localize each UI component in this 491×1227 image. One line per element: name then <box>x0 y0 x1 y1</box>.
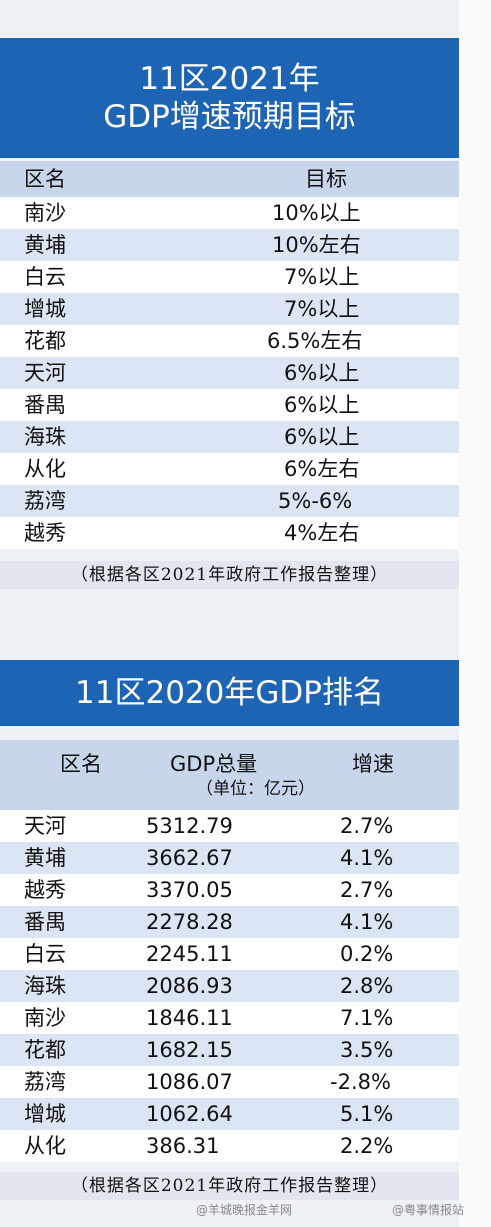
table-row: 天河 5312.79 2.7% <box>0 810 459 842</box>
target-cell: 4%左右 <box>284 521 360 545</box>
table2-title-banner: 11区2020年GDP排名 <box>0 660 459 726</box>
gdp-cell: 2245.11 <box>146 942 233 966</box>
table2-header-gdp: GDP总量 <box>170 752 258 776</box>
gdp-cell: 1846.11 <box>146 1006 233 1030</box>
growth-cell: -2.8% <box>330 1070 391 1094</box>
table-row: 花都 6.5%左右 <box>0 325 459 357</box>
district-cell: 越秀 <box>24 878 66 902</box>
table2-source-note: （根据各区2021年政府工作报告整理） <box>0 1172 459 1200</box>
target-cell: 7%以上 <box>284 265 360 289</box>
district-cell: 越秀 <box>24 521 66 545</box>
district-cell: 天河 <box>24 814 66 838</box>
target-cell: 10%左右 <box>272 233 361 257</box>
growth-cell: 5.1% <box>340 1102 394 1126</box>
table2-header-growth: 增速 <box>352 752 394 776</box>
table-row: 南沙 10%以上 <box>0 197 459 229</box>
growth-cell: 4.1% <box>340 846 394 870</box>
district-cell: 海珠 <box>24 974 66 998</box>
watermark-right: @粤事情报站 <box>392 1203 465 1217</box>
table1-header-row: 区名 目标 <box>0 161 459 197</box>
table-row: 番禺 6%以上 <box>0 389 459 421</box>
district-cell: 花都 <box>24 329 66 353</box>
table1-title-banner: 11区2021年 GDP增速预期目标 <box>0 38 459 158</box>
district-cell: 增城 <box>24 297 66 321</box>
gdp-cell: 2278.28 <box>146 910 233 934</box>
table-row: 番禺 2278.28 4.1% <box>0 906 459 938</box>
table-row: 海珠 6%以上 <box>0 421 459 453</box>
page-edge <box>459 0 491 1227</box>
growth-cell: 3.5% <box>340 1038 394 1062</box>
growth-cell: 4.1% <box>340 910 394 934</box>
district-cell: 白云 <box>24 942 66 966</box>
target-cell: 7%以上 <box>284 297 360 321</box>
gdp-cell: 386.31 <box>146 1134 220 1158</box>
table1-header-target: 目标 <box>305 167 347 191</box>
table-row: 越秀 3370.05 2.7% <box>0 874 459 906</box>
district-cell: 黄埔 <box>24 846 66 870</box>
district-cell: 花都 <box>24 1038 66 1062</box>
gdp-cell: 5312.79 <box>146 814 233 838</box>
table1-source-note: （根据各区2021年政府工作报告整理） <box>0 561 459 589</box>
growth-cell: 2.2% <box>340 1134 394 1158</box>
district-cell: 南沙 <box>24 1006 66 1030</box>
growth-cell: 2.7% <box>340 814 394 838</box>
growth-cell: 0.2% <box>340 942 394 966</box>
table-row: 荔湾 1086.07 -2.8% <box>0 1066 459 1098</box>
table-row: 白云 2245.11 0.2% <box>0 938 459 970</box>
gdp-cell: 2086.93 <box>146 974 233 998</box>
table1-title-line1: 11区2021年 <box>139 61 320 97</box>
table2-header-row: 区名 GDP总量 （单位：亿元） 增速 <box>0 740 459 810</box>
target-cell: 10%以上 <box>272 201 361 225</box>
table-row: 从化 386.31 2.2% <box>0 1130 459 1162</box>
target-cell: 6%以上 <box>284 425 360 449</box>
district-cell: 白云 <box>24 265 66 289</box>
district-cell: 番禺 <box>24 910 66 934</box>
district-cell: 从化 <box>24 1134 66 1158</box>
table-row: 海珠 2086.93 2.8% <box>0 970 459 1002</box>
district-cell: 增城 <box>24 1102 66 1126</box>
table2-header-unit: （单位：亿元） <box>196 779 315 799</box>
table-row: 荔湾 5%-6% <box>0 485 459 517</box>
table1-title-line2: GDP增速预期目标 <box>103 99 356 135</box>
district-cell: 番禺 <box>24 393 66 417</box>
table-row: 黄埔 10%左右 <box>0 229 459 261</box>
table-row: 白云 7%以上 <box>0 261 459 293</box>
growth-cell: 2.7% <box>340 878 394 902</box>
table2-title: 11区2020年GDP排名 <box>75 675 384 711</box>
gdp-cell: 3662.67 <box>146 846 233 870</box>
table2-header-district: 区名 <box>60 752 102 776</box>
table-row: 从化 6%左右 <box>0 453 459 485</box>
district-cell: 从化 <box>24 457 66 481</box>
growth-cell: 7.1% <box>340 1006 394 1030</box>
table-row: 南沙 1846.11 7.1% <box>0 1002 459 1034</box>
district-cell: 黄埔 <box>24 233 66 257</box>
district-cell: 海珠 <box>24 425 66 449</box>
table1-header-district: 区名 <box>24 167 66 191</box>
document-page: 11区2021年 GDP增速预期目标 区名 目标 南沙 10%以上 黄埔 10%… <box>0 38 459 1200</box>
gdp-cell: 3370.05 <box>146 878 233 902</box>
district-cell: 荔湾 <box>24 489 66 513</box>
target-cell: 6%以上 <box>284 393 360 417</box>
gdp-cell: 1682.15 <box>146 1038 233 1062</box>
table-row: 增城 1062.64 5.1% <box>0 1098 459 1130</box>
target-cell: 6.5%左右 <box>267 329 363 353</box>
district-cell: 南沙 <box>24 201 66 225</box>
growth-cell: 2.8% <box>340 974 394 998</box>
table-row: 增城 7%以上 <box>0 293 459 325</box>
table-row: 黄埔 3662.67 4.1% <box>0 842 459 874</box>
target-cell: 6%以上 <box>284 361 360 385</box>
target-cell: 6%左右 <box>284 457 360 481</box>
district-cell: 天河 <box>24 361 66 385</box>
watermark-left: @羊城晚报金羊网 <box>196 1203 293 1217</box>
district-cell: 荔湾 <box>24 1070 66 1094</box>
gdp-cell: 1086.07 <box>146 1070 233 1094</box>
table-row: 花都 1682.15 3.5% <box>0 1034 459 1066</box>
table-row: 越秀 4%左右 <box>0 517 459 549</box>
gdp-cell: 1062.64 <box>146 1102 233 1126</box>
table-row: 天河 6%以上 <box>0 357 459 389</box>
target-cell: 5%-6% <box>278 489 353 513</box>
